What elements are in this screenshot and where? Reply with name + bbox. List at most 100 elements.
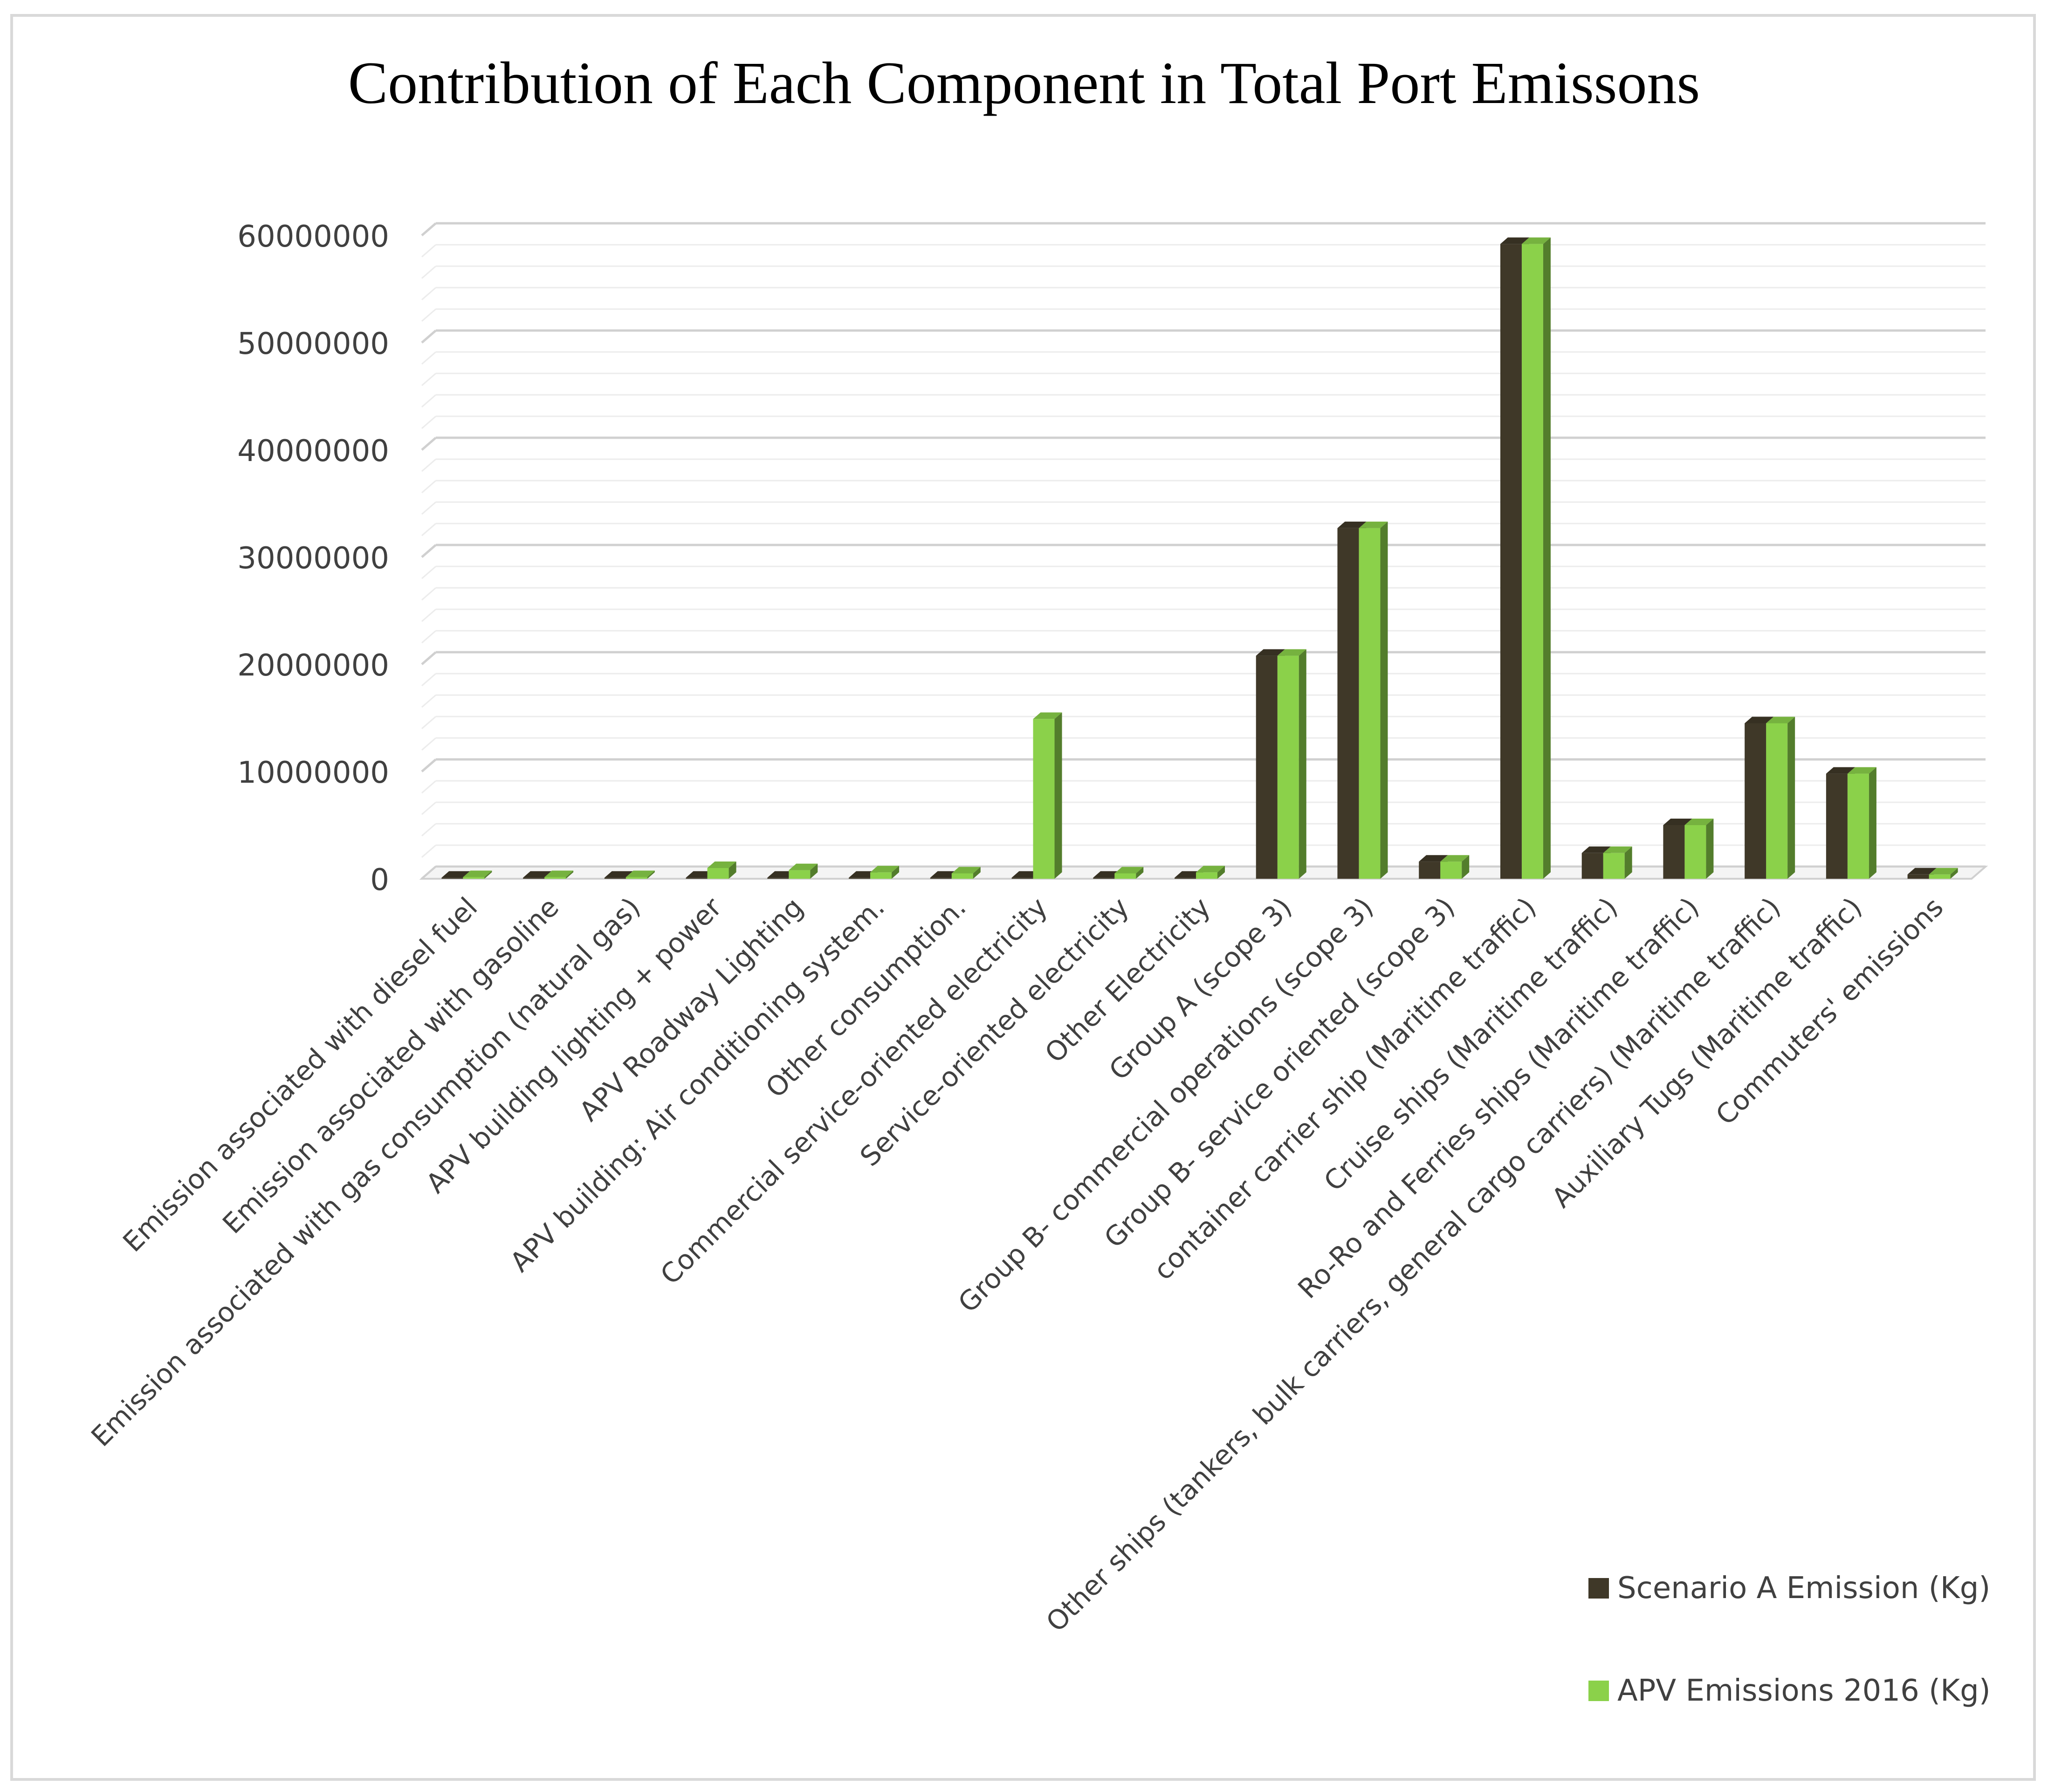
legend-item-apv-2016: APV Emissions 2016 (Kg): [1588, 1674, 1991, 1708]
bar-front: [1419, 862, 1441, 879]
bar-front: [523, 877, 545, 879]
gridline-depth: [421, 823, 436, 837]
bar-front: [686, 877, 708, 879]
bar-top: [1033, 712, 1062, 719]
bar: [789, 863, 818, 879]
y-tick-label: 0: [370, 863, 389, 897]
bar-side: [484, 870, 492, 879]
gridline-depth: [421, 651, 437, 665]
bar-front: [707, 868, 729, 879]
bar-front: [1521, 244, 1543, 879]
x-category-label: APV building: Air conditioning system.: [504, 891, 891, 1278]
bar-front: [1907, 874, 1929, 879]
bar: [544, 870, 574, 879]
bar-side: [810, 863, 818, 879]
gridline-depth: [421, 244, 436, 258]
bar-front: [1175, 877, 1196, 879]
y-tick-label: 40000000: [237, 434, 389, 469]
gridline-depth: [421, 737, 436, 751]
bar: [1603, 846, 1632, 879]
bar-front: [930, 877, 952, 879]
gridline-depth: [421, 608, 436, 622]
bar-top: [1684, 819, 1714, 825]
bar-front: [1603, 853, 1625, 879]
bar-front: [1440, 862, 1462, 879]
bar-front: [1114, 873, 1136, 879]
bar: [1440, 855, 1470, 879]
bar: [951, 867, 981, 879]
bar-front: [1033, 719, 1055, 879]
bar-top: [1929, 868, 1958, 875]
bar-side: [1054, 712, 1062, 879]
x-category-label: APV building lighting + power: [420, 891, 728, 1199]
gridline-depth: [421, 222, 437, 236]
bar-top: [707, 862, 736, 868]
bar-front: [1684, 825, 1706, 879]
bar: [1359, 521, 1388, 879]
gridline-depth: [421, 844, 436, 858]
bar-side: [1950, 868, 1958, 879]
x-axis-labels: Emission associated with diesel fuelEmis…: [85, 891, 1949, 1638]
gridline-depth: [421, 758, 437, 772]
y-tick-label: 50000000: [237, 327, 389, 361]
bar-front: [1359, 528, 1381, 879]
bar: [1521, 237, 1551, 879]
bar: [625, 870, 655, 879]
bar-side: [973, 867, 981, 879]
bar-side: [566, 870, 574, 879]
bar: [1114, 867, 1144, 879]
bar-side: [647, 870, 655, 879]
bar: [707, 862, 736, 879]
gridline-depth: [421, 587, 436, 601]
bar-front: [1337, 528, 1359, 879]
bar-side: [728, 862, 736, 879]
bar-front: [767, 877, 789, 879]
gridline-depth: [421, 565, 436, 579]
bar-front: [463, 877, 485, 879]
bar-side: [1624, 846, 1632, 879]
bar-side: [1787, 717, 1795, 879]
bar-front: [604, 877, 626, 879]
x-category-label: Emission associated with gasoline: [216, 891, 565, 1240]
y-tick-label: 10000000: [237, 756, 389, 790]
bar-front: [441, 877, 463, 879]
bar-front: [1500, 244, 1522, 879]
bar: [1684, 819, 1714, 879]
gridline-depth: [421, 801, 436, 815]
gridline-depth: [421, 694, 436, 708]
gridline-depth: [421, 673, 436, 687]
bar-front: [870, 872, 892, 879]
chart-title: Contribution of Each Component in Total …: [348, 50, 1700, 116]
bar-top: [870, 866, 900, 873]
bars: [441, 237, 1958, 879]
bar-side: [1869, 767, 1876, 879]
bar-front: [544, 877, 566, 879]
y-tick-label: 20000000: [237, 648, 389, 683]
bar-front: [1581, 853, 1603, 879]
bar-top: [951, 867, 981, 874]
gridline-depth: [421, 630, 436, 644]
gridline-depth: [421, 437, 437, 451]
bar-top: [1419, 855, 1448, 862]
bar: [1929, 868, 1958, 879]
bar-top: [1663, 819, 1692, 825]
bar: [1277, 649, 1306, 879]
x-category-label: Emission associated with diesel fuel: [117, 891, 483, 1258]
bar-top: [1603, 846, 1632, 853]
bar-front: [1766, 723, 1788, 879]
bar-top: [789, 863, 818, 870]
gridline-depth: [421, 780, 436, 794]
gridline-depth: [421, 716, 436, 730]
bar-top: [1337, 521, 1367, 528]
bar-front: [625, 877, 647, 879]
x-category-label: Commercial service-oriented electricity: [654, 891, 1054, 1291]
y-tick-label: 30000000: [237, 541, 389, 576]
bar-top: [463, 870, 492, 877]
legend-label-scenario-a: Scenario A Emission (Kg): [1617, 1571, 1991, 1606]
bar-top: [1745, 717, 1774, 724]
bar-front: [1663, 825, 1685, 879]
bar-top: [1196, 866, 1225, 873]
bar-top: [625, 870, 655, 877]
legend-item-scenario-a: Scenario A Emission (Kg): [1588, 1571, 1990, 1606]
